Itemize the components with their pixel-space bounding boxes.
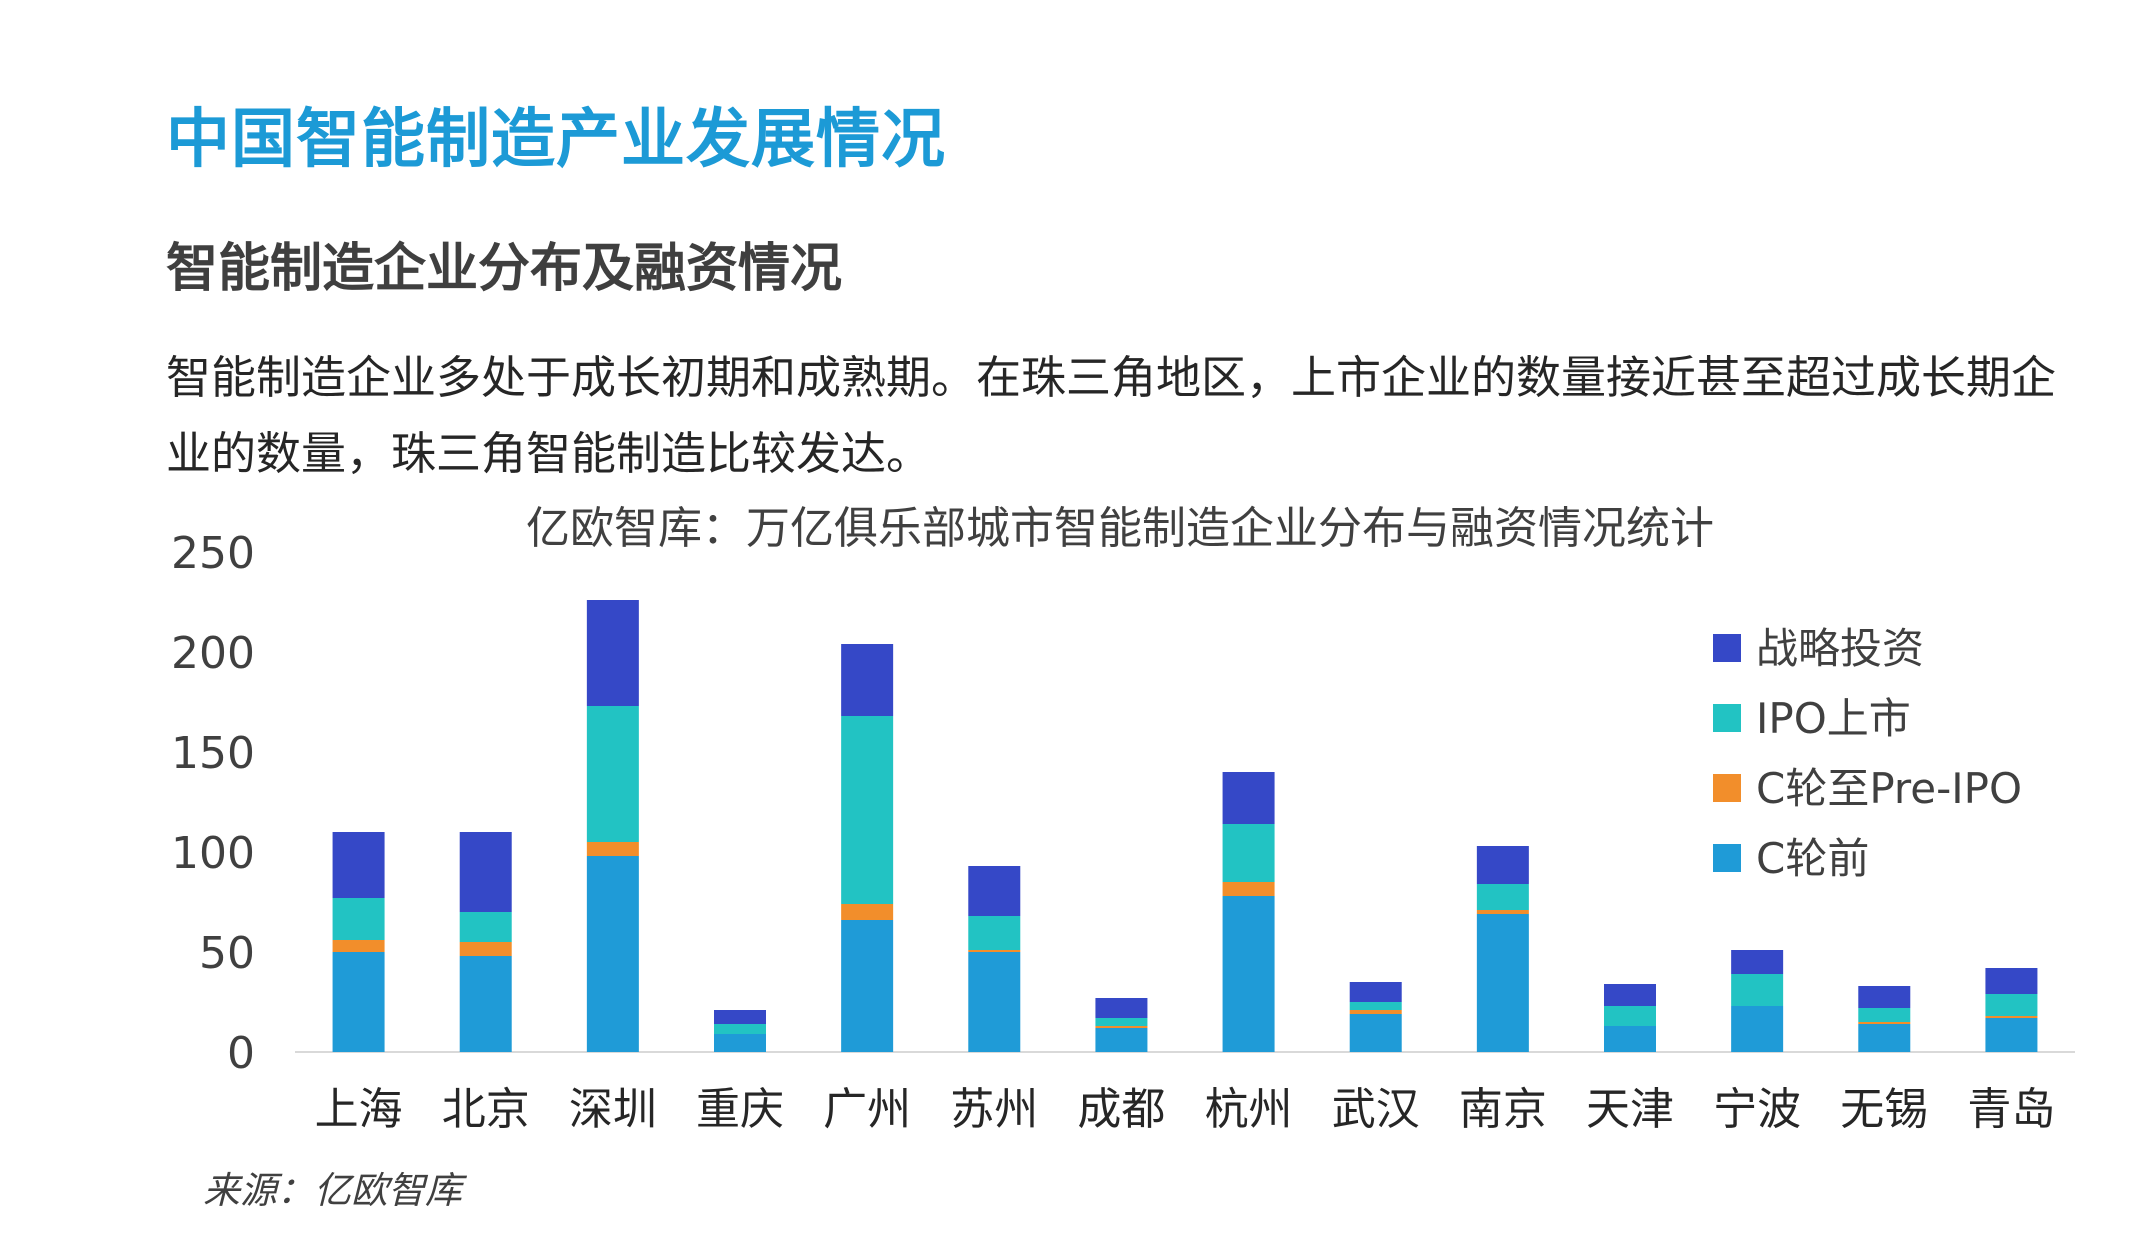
bar-segment: [841, 644, 894, 716]
x-tick-label: 深圳: [569, 1084, 657, 1135]
bar-segment: [1731, 974, 1784, 1006]
bar-segment: [1222, 882, 1275, 896]
bar-segment: [459, 832, 512, 912]
bar-segment: [968, 916, 1021, 950]
bar-segment: [1731, 1006, 1784, 1052]
bar-segment: [1858, 1008, 1911, 1022]
x-tick-label: 无锡: [1840, 1084, 1928, 1135]
bar-segment: [841, 920, 894, 1052]
y-tick-label: 100: [171, 828, 255, 879]
page-title: 中国智能制造产业发展情况: [166, 103, 946, 177]
bar-segment: [1222, 896, 1275, 1052]
bar-segment: [586, 600, 639, 706]
bar-segment: [586, 842, 639, 856]
bar-segment: [841, 904, 894, 920]
bar-segment: [1604, 984, 1656, 1006]
legend-swatch: [1713, 704, 1741, 732]
legend-swatch: [1713, 844, 1741, 872]
y-tick-label: 250: [171, 528, 255, 579]
bar-segment: [332, 832, 385, 898]
bar-segment: [1476, 914, 1529, 1052]
bar-segment: [1095, 1026, 1148, 1028]
y-tick-label: 0: [227, 1028, 255, 1079]
bar-segment: [1095, 998, 1148, 1018]
x-tick-label: 上海: [315, 1084, 403, 1135]
bar-segment: [714, 1024, 766, 1034]
legend-label: IPO上市: [1756, 694, 1911, 743]
y-tick-label: 200: [171, 628, 255, 679]
y-tick-label: 150: [171, 728, 255, 779]
legend-label: 战略投资: [1756, 624, 1924, 673]
source-note: 来源：亿欧智库: [203, 1169, 462, 1212]
bar-segment: [332, 898, 385, 940]
bar-segment: [459, 942, 512, 956]
bar-segment: [332, 952, 385, 1052]
x-tick-label: 宁波: [1713, 1084, 1801, 1135]
chart-title: 亿欧智库：万亿俱乐部城市智能制造企业分布与融资情况统计: [526, 503, 1714, 554]
bar-segment: [1349, 1002, 1402, 1010]
bar-segment: [1095, 1018, 1148, 1026]
bar-segment: [1476, 846, 1529, 884]
x-tick-label: 成都: [1077, 1084, 1165, 1135]
x-tick-label: 天津: [1586, 1084, 1674, 1135]
x-tick-label: 北京: [442, 1084, 530, 1135]
x-tick-label: 南京: [1459, 1084, 1547, 1135]
bar-segment: [1731, 950, 1784, 974]
bar-segment: [841, 716, 894, 904]
y-tick-label: 50: [199, 928, 255, 979]
description-text: 智能制造企业多处于成长初期和成熟期。在珠三角地区，上市企业的数量接近甚至超过成长…: [166, 351, 2057, 480]
bar-segment: [1095, 1028, 1148, 1052]
legend-label: C轮至Pre-IPO: [1756, 764, 2022, 813]
chart-legend: 战略投资 IPO上市 C轮至Pre-IPO C轮前: [1713, 624, 2022, 883]
bar-segment: [1349, 1014, 1402, 1052]
bar-segment: [714, 1010, 766, 1024]
bar-segment: [586, 856, 639, 1052]
bar-segment: [1985, 994, 2038, 1016]
bar-segment: [1476, 910, 1529, 914]
bar-segment: [1476, 884, 1529, 910]
bar-segment: [586, 706, 639, 842]
legend-swatch: [1713, 774, 1741, 802]
section-title: 智能制造企业分布及融资情况: [166, 239, 843, 299]
x-tick-label: 广州: [823, 1084, 911, 1135]
bar-segment: [1858, 1022, 1911, 1024]
legend-swatch: [1713, 634, 1741, 662]
x-tick-label: 青岛: [1967, 1084, 2055, 1135]
bar-segment: [459, 912, 512, 942]
bar-segment: [1858, 1024, 1911, 1052]
plot-area: 0 50 100 150 200 250 上海 北京 深圳 重庆 广州 苏州 成都 杭州 武汉 南京 天津 宁波无…: [171, 528, 2075, 1135]
bar-segment: [1985, 968, 2038, 994]
x-tick-label: 重庆: [696, 1084, 784, 1135]
bar-segment: [1349, 1010, 1402, 1014]
x-tick-label: 苏州: [950, 1084, 1038, 1135]
bar-segment: [1858, 986, 1911, 1008]
bar-segment: [332, 940, 385, 952]
bar-segment: [1604, 1006, 1656, 1026]
bar-segment: [1985, 1016, 2038, 1018]
bar-segment: [968, 950, 1021, 952]
bar-segment: [1985, 1018, 2038, 1052]
bar-segment: [968, 952, 1021, 1052]
legend-label: C轮前: [1756, 834, 1869, 883]
bar-segment: [1349, 982, 1402, 1002]
bar-segment: [1222, 772, 1275, 824]
bar-segment: [714, 1034, 766, 1052]
bar-segment: [459, 956, 512, 1052]
x-tick-label: 杭州: [1205, 1084, 1293, 1135]
bar-segment: [968, 866, 1021, 916]
x-tick-label: 武汉: [1332, 1084, 1420, 1135]
bar-segment: [1604, 1026, 1656, 1052]
bar-segment: [1222, 824, 1275, 882]
